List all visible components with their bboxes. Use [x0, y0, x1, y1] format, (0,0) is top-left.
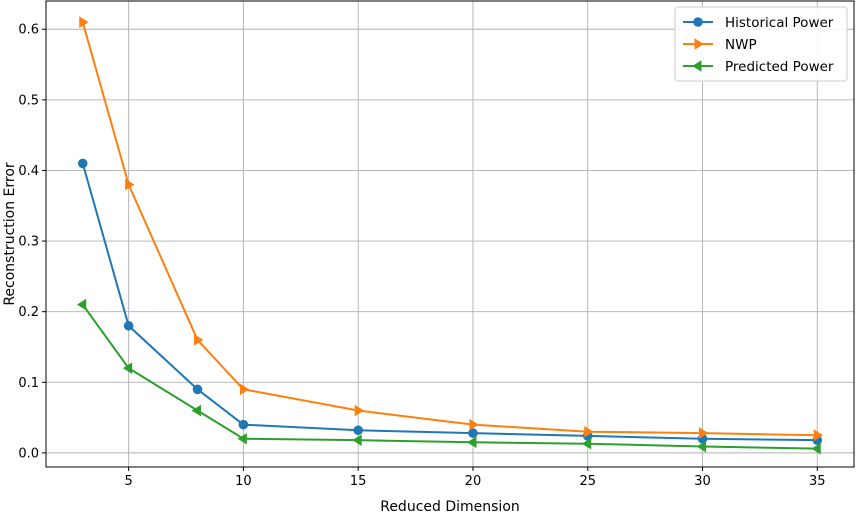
y-tick-label: 0.3 [18, 235, 39, 250]
data-point [352, 434, 362, 446]
x-axis-ticks: 5 10 15 20 25 30 35 [124, 467, 826, 489]
x-tick-label: 15 [350, 474, 367, 489]
x-tick-label: 20 [465, 474, 482, 489]
data-point [125, 178, 135, 191]
data-point [79, 16, 89, 28]
data-point [77, 158, 88, 169]
data-point [239, 383, 250, 396]
y-tick-label: 0.5 [18, 93, 39, 108]
data-point [694, 38, 704, 50]
legend-label: NWP [725, 37, 757, 53]
x-axis-label: Reduced Dimension [380, 499, 520, 514]
series-predicted-power [76, 298, 821, 455]
legend-entry: Historical Power [683, 15, 834, 31]
series-layer [76, 16, 824, 455]
data-point [237, 432, 247, 445]
data-point [813, 429, 824, 442]
data-point [692, 60, 702, 72]
plot-frame [45, 0, 855, 468]
x-tick-label: 30 [694, 474, 711, 489]
y-tick-label: 0.0 [18, 446, 39, 461]
legend-entry: NWP [683, 37, 757, 53]
data-point [693, 17, 703, 27]
grid [46, 1, 854, 467]
y-axis-label: Reconstruction Error [2, 162, 18, 306]
data-point [468, 428, 478, 438]
legend-entry: Predicted Power [683, 59, 834, 75]
data-point [467, 436, 477, 449]
data-point [238, 419, 249, 430]
y-axis-ticks: 0.0 0.1 0.2 0.3 0.4 0.5 0.6 [18, 23, 46, 461]
legend-box [674, 6, 848, 82]
x-tick-label: 25 [579, 474, 596, 489]
legend: Historical Power NWP Predicted Power [674, 6, 848, 82]
y-tick-label: 0.2 [18, 305, 39, 320]
x-tick-label: 35 [809, 474, 826, 489]
data-point [122, 362, 133, 374]
y-tick-label: 0.6 [18, 23, 39, 38]
data-point [584, 425, 594, 438]
y-tick-label: 0.1 [18, 376, 39, 391]
data-point [76, 298, 87, 311]
data-point [123, 320, 134, 331]
data-point [354, 404, 364, 417]
data-point [581, 437, 592, 450]
y-tick-label: 0.4 [18, 164, 39, 179]
data-point [353, 425, 363, 436]
legend-label: Predicted Power [725, 59, 834, 75]
legend-label: Historical Power [725, 15, 834, 31]
data-point [191, 404, 201, 417]
data-point [699, 427, 709, 439]
data-point [192, 384, 203, 395]
x-tick-label: 10 [235, 474, 252, 489]
series-nwp [79, 16, 824, 442]
x-tick-label: 5 [124, 474, 132, 489]
data-point [194, 334, 204, 346]
data-point [469, 418, 479, 431]
data-point [811, 442, 821, 455]
data-point [696, 440, 706, 453]
